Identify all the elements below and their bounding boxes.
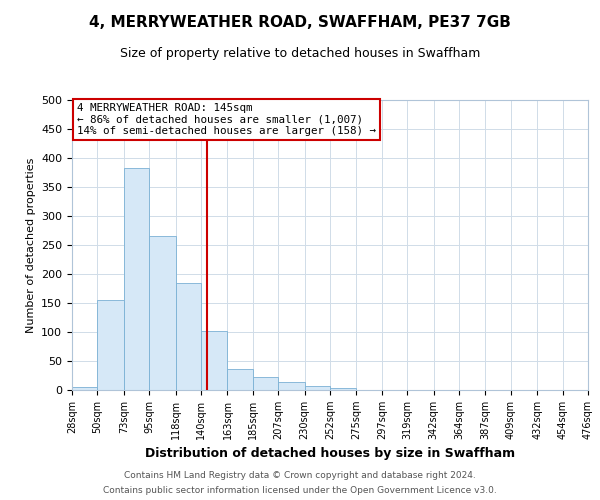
Bar bbox=[253, 377, 278, 390]
Bar bbox=[305, 386, 330, 390]
Bar bbox=[124, 168, 149, 390]
Bar bbox=[72, 386, 97, 390]
Y-axis label: Number of detached properties: Number of detached properties bbox=[26, 158, 35, 332]
Bar bbox=[278, 382, 305, 390]
Bar bbox=[227, 368, 253, 390]
Bar bbox=[97, 300, 124, 390]
Text: Size of property relative to detached houses in Swaffham: Size of property relative to detached ho… bbox=[120, 48, 480, 60]
Bar bbox=[201, 332, 227, 390]
Text: Contains HM Land Registry data © Crown copyright and database right 2024.: Contains HM Land Registry data © Crown c… bbox=[124, 471, 476, 480]
Text: Contains public sector information licensed under the Open Government Licence v3: Contains public sector information licen… bbox=[103, 486, 497, 495]
Bar bbox=[176, 284, 201, 390]
Text: 4, MERRYWEATHER ROAD, SWAFFHAM, PE37 7GB: 4, MERRYWEATHER ROAD, SWAFFHAM, PE37 7GB bbox=[89, 15, 511, 30]
Text: 4 MERRYWEATHER ROAD: 145sqm
← 86% of detached houses are smaller (1,007)
14% of : 4 MERRYWEATHER ROAD: 145sqm ← 86% of det… bbox=[77, 103, 376, 136]
Bar bbox=[149, 236, 176, 390]
Text: Distribution of detached houses by size in Swaffham: Distribution of detached houses by size … bbox=[145, 448, 515, 460]
Bar bbox=[330, 388, 356, 390]
